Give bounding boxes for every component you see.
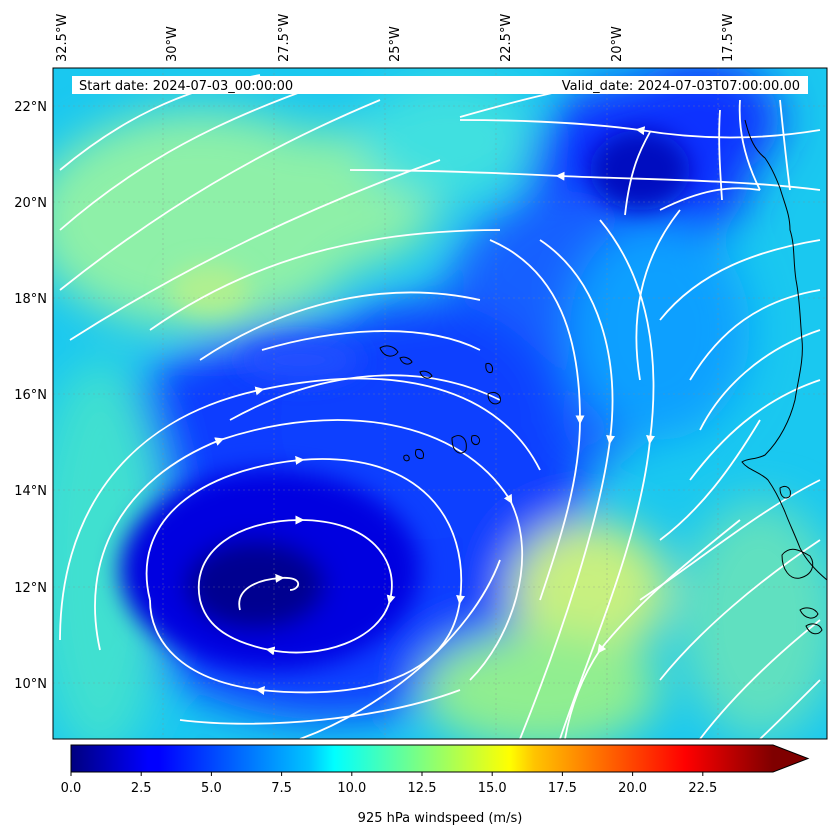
lat-label: 12°N <box>14 581 47 596</box>
colorbar-ticks: 0.0 2.5 5.0 7.5 10.0 12.5 15.0 17.5 20.0 22.5 <box>61 772 717 796</box>
lat-label: 20°N <box>14 196 47 211</box>
lat-label: 16°N <box>14 388 47 403</box>
lon-label: 20°W <box>610 26 625 62</box>
colorbar: 0.0 2.5 5.0 7.5 10.0 12.5 15.0 17.5 20.0 22.5 925… <box>61 744 810 826</box>
date-banner <box>72 76 808 94</box>
colorbar-tick-label: 10.0 <box>337 781 366 796</box>
longitude-labels: 32.5°W 30°W 27.5°W 25°W 22.5°W 20°W 17.5… <box>55 14 736 62</box>
map-frame <box>52 67 828 740</box>
lon-label: 17.5°W <box>721 14 736 62</box>
lon-label: 22.5°W <box>499 14 514 62</box>
colorbar-outline <box>70 744 810 773</box>
valid-date-label: Valid_date: 2024-07-03T07:00:00.00 <box>562 79 800 94</box>
colorbar-tick-label: 0.0 <box>61 781 82 796</box>
lat-label: 14°N <box>14 484 47 499</box>
colorbar-gradient <box>71 745 773 772</box>
colorbar-tick-label: 15.0 <box>478 781 507 796</box>
lat-label: 18°N <box>14 292 47 307</box>
colorbar-tick-label: 22.5 <box>688 781 717 796</box>
colorbar-tick-label: 7.5 <box>271 781 292 796</box>
streamlines <box>59 74 821 739</box>
colorbar-tick-label: 17.5 <box>548 781 577 796</box>
colorbar-label: 925 hPa windspeed (m/s) <box>358 811 523 826</box>
start-date-label: Start date: 2024-07-03_00:00:00 <box>79 79 293 94</box>
colorbar-tick-label: 5.0 <box>201 781 222 796</box>
lat-label: 10°N <box>14 677 47 692</box>
colorbar-tick-label: 12.5 <box>408 781 437 796</box>
lon-label: 32.5°W <box>55 14 70 62</box>
latitude-labels: 22°N 20°N 18°N 16°N 14°N 12°N 10°N <box>14 100 47 692</box>
colorbar-tick-label: 20.0 <box>618 781 647 796</box>
colorbar-extend-arrow <box>773 745 808 772</box>
lon-label: 30°W <box>165 26 180 62</box>
colorbar-tick-label: 2.5 <box>131 781 152 796</box>
lon-label: 25°W <box>388 26 403 62</box>
coastline <box>379 119 827 635</box>
lon-label: 27.5°W <box>277 14 292 62</box>
lat-label: 22°N <box>14 100 47 115</box>
